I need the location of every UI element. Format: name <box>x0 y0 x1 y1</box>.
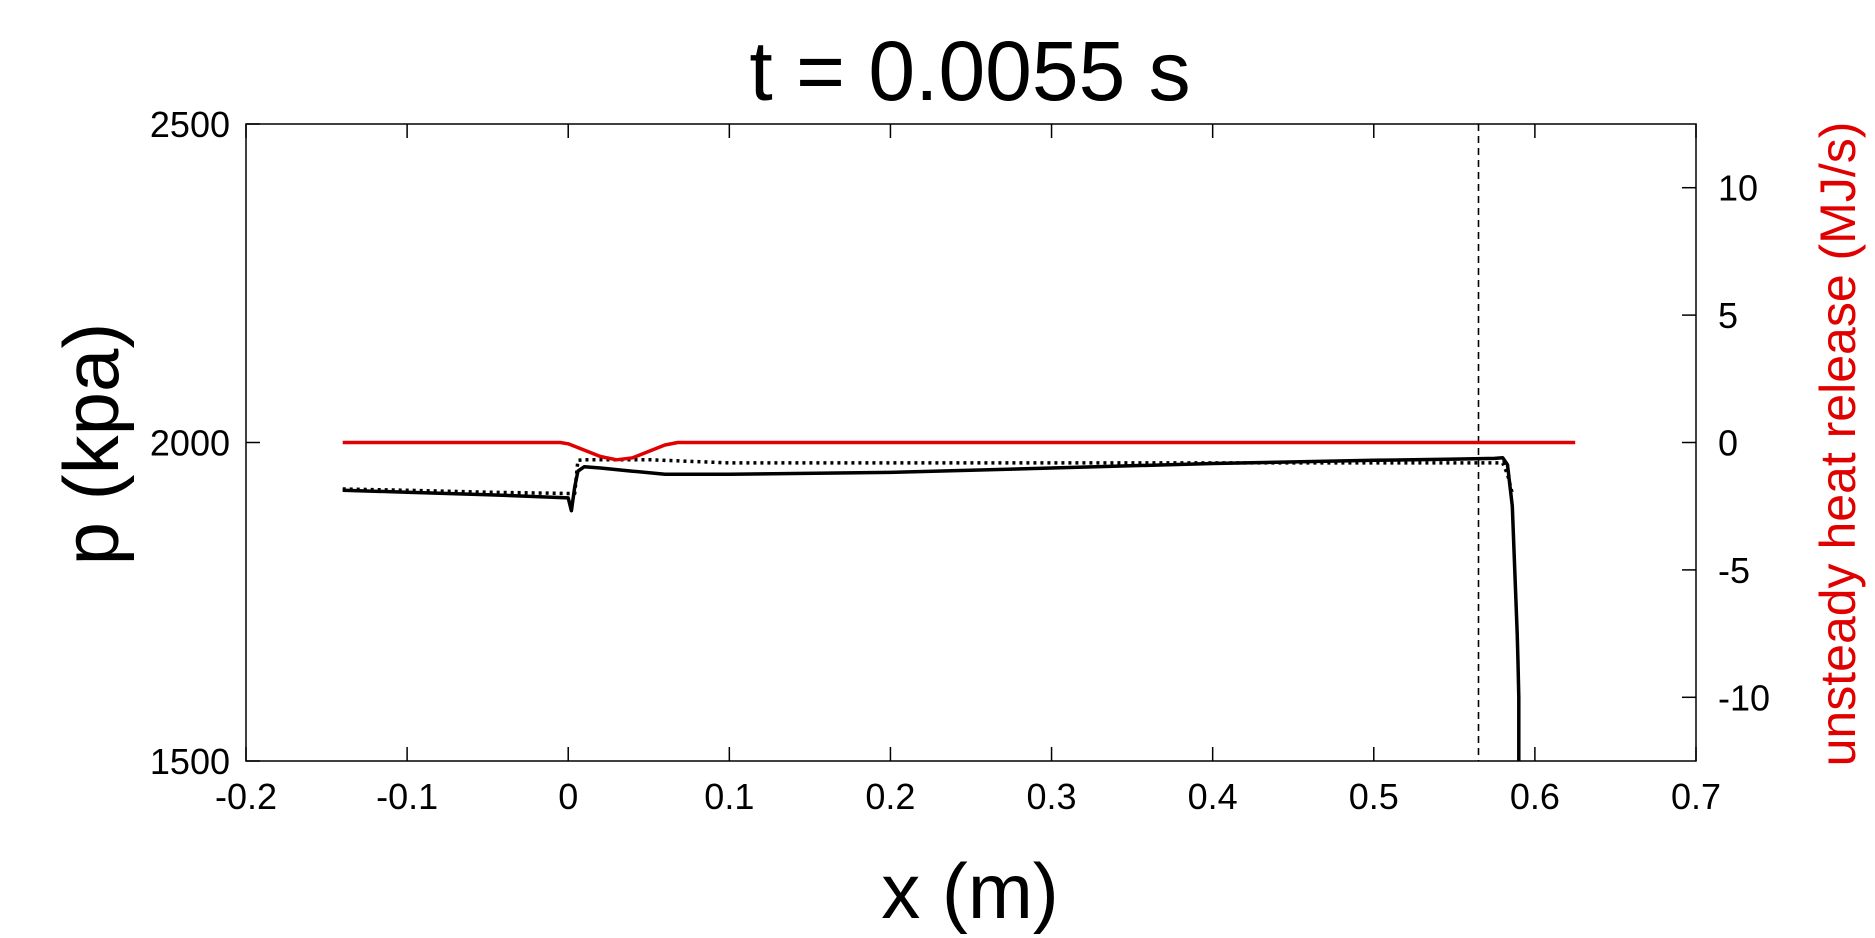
y2-tick-label: 0 <box>1718 423 1738 464</box>
x-tick-label: 0.5 <box>1349 776 1399 817</box>
x-tick-label: 0.4 <box>1188 776 1238 817</box>
y2-tick-label: -5 <box>1718 550 1750 591</box>
y2-tick-label: 10 <box>1718 168 1758 209</box>
y-tick-label: 1500 <box>150 741 230 782</box>
x-tick-label: 0.1 <box>704 776 754 817</box>
x-tick-label: 0.7 <box>1671 776 1721 817</box>
x-axis-label: x (m) <box>881 847 1059 935</box>
y2-tick-label: -10 <box>1718 677 1770 718</box>
y2-tick-label: 5 <box>1718 295 1738 336</box>
x-tick-label: 0.6 <box>1510 776 1560 817</box>
y-tick-label: 2000 <box>150 423 230 464</box>
heat-release-line <box>342 440 1576 462</box>
x-tick-label: 0.2 <box>865 776 915 817</box>
x-tick-label: -0.1 <box>376 776 438 817</box>
pressure-solid-line <box>342 456 1521 761</box>
chart-title: t = 0.0055 s <box>749 24 1190 118</box>
y-axis-label: p (kpa) <box>47 323 135 566</box>
x-tick-label: 0 <box>558 776 578 817</box>
y2-axis-label: unsteady heat release (MJ/s) <box>1810 122 1866 767</box>
plot-area: -0.2 -0.1 0 0.1 0.2 0.3 0.4 0.5 0.6 0.7 1500 2000 25… <box>150 104 1770 817</box>
y-tick-label: 2500 <box>150 104 230 145</box>
x-tick-label: -0.2 <box>215 776 277 817</box>
x-tick-label: 0.3 <box>1027 776 1077 817</box>
